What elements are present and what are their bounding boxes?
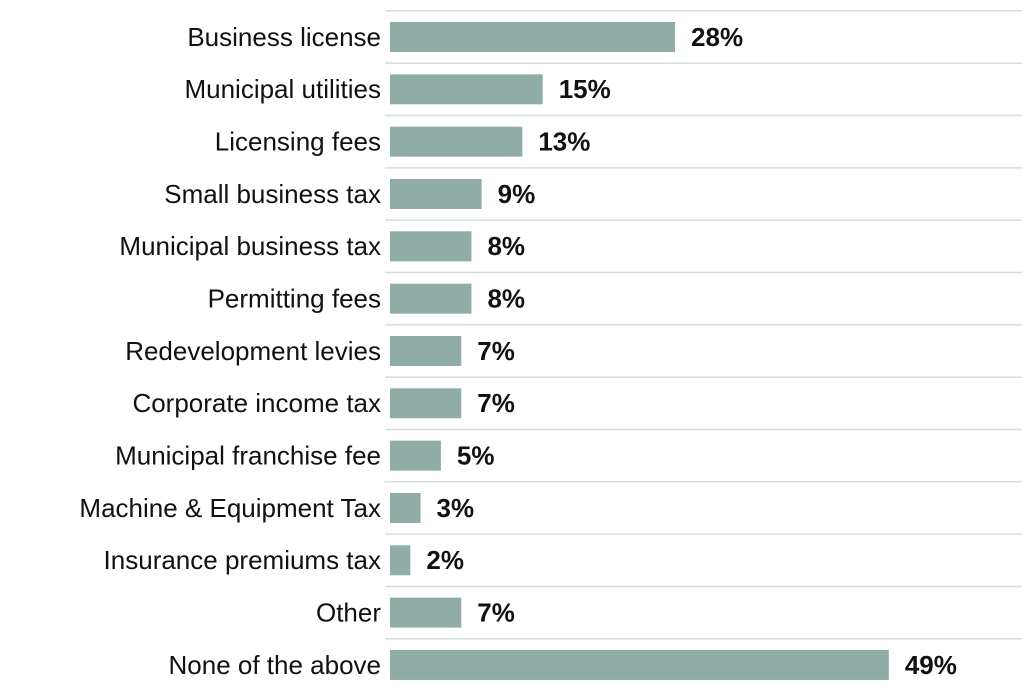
bar: [390, 178, 482, 209]
bar: [390, 22, 676, 52]
category-label: Corporate income tax: [132, 388, 381, 418]
category-label: Insurance premiums tax: [104, 545, 381, 575]
value-label: 9%: [498, 179, 536, 209]
category-label: Other: [316, 598, 381, 628]
bar: [390, 545, 411, 576]
bar: [390, 597, 462, 628]
bar: [390, 440, 441, 471]
category-label: Municipal utilities: [184, 74, 381, 104]
value-label: 49%: [905, 650, 957, 680]
category-label: Redevelopment levies: [125, 336, 381, 366]
value-label: 13%: [538, 127, 590, 157]
category-label: Municipal franchise fee: [115, 441, 381, 471]
category-label: Municipal business tax: [119, 231, 381, 261]
value-label: 2%: [426, 545, 464, 575]
value-label: 5%: [457, 441, 495, 471]
value-label: 8%: [487, 284, 525, 314]
category-label: None of the above: [169, 650, 382, 680]
bar: [390, 126, 523, 157]
bar: [390, 388, 462, 419]
bar: [390, 231, 472, 262]
value-label: 7%: [477, 336, 515, 366]
value-label: 7%: [477, 598, 515, 628]
value-label: 7%: [477, 388, 515, 418]
bar: [390, 335, 462, 366]
value-label: 8%: [487, 231, 525, 261]
bar: [390, 492, 421, 523]
category-label: Machine & Equipment Tax: [79, 493, 381, 523]
category-label: Business license: [187, 22, 381, 52]
category-label: Small business tax: [164, 179, 381, 209]
value-label: 28%: [691, 22, 743, 52]
category-label: Licensing fees: [215, 127, 381, 157]
bar: [390, 649, 889, 680]
bar: [390, 74, 543, 105]
value-label: 15%: [559, 74, 611, 104]
bar: [390, 283, 472, 314]
value-label: 3%: [437, 493, 475, 523]
category-label: Permitting fees: [208, 284, 381, 314]
